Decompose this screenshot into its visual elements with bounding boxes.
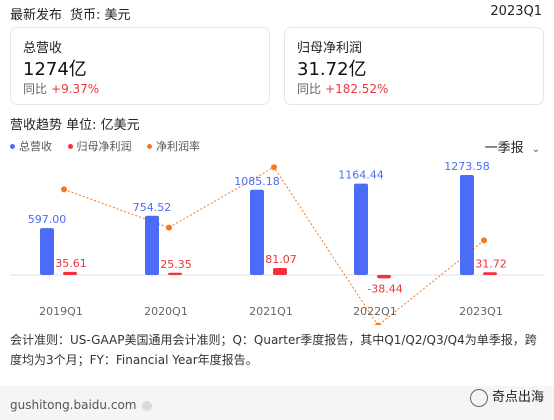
net-profit-data-label: 31.72	[475, 257, 507, 270]
currency-label: 货币: 美元	[70, 8, 131, 23]
net-profit-card[interactable]: 归母净利润 31.72亿 同比 +182.52%	[284, 27, 544, 105]
header-title: 最新发布	[10, 8, 63, 23]
revenue-data-label: 1164.44	[338, 169, 384, 182]
net-profit-label: 归母净利润	[297, 41, 363, 56]
margin-point	[166, 224, 172, 231]
x-tick-label: 2022Q1	[353, 305, 397, 318]
revenue-trend-chart: 597.00 35.61 2019Q1 754.52 25.35 2020Q1 1085.1…	[10, 160, 544, 325]
legend-net-profit[interactable]: 归母净利润	[67, 140, 132, 153]
footnote: 会计准则：US-GAAP美国通用会计准则；Q：Quarter季度报告，其中Q1/…	[10, 333, 537, 367]
net-profit-yoy-label: 同比	[297, 82, 322, 96]
net-profit-bar	[168, 272, 182, 275]
legend-margin-label: 净利润率	[156, 140, 200, 153]
source-url: gushitong.baidu.com	[10, 398, 137, 412]
revenue-data-label: 754.52	[133, 201, 172, 214]
revenue-data-label: 597.00	[28, 213, 67, 226]
net-profit-bar	[273, 268, 287, 275]
watermark: 奇点出海	[469, 386, 544, 407]
x-tick-label: 2019Q1	[39, 305, 83, 318]
legend-margin[interactable]: 净利润率	[147, 140, 200, 153]
watermark-text: 奇点出海	[491, 390, 544, 405]
legend-margin-dot	[147, 143, 152, 149]
source-link[interactable]: gushitong.baidu.com	[10, 398, 153, 412]
net-profit-bar	[377, 275, 391, 279]
wechat-icon	[469, 388, 488, 407]
chart-section-title: 营收趋势 单位: 亿美元	[10, 118, 140, 133]
revenue-yoy-value: +9.37%	[51, 82, 100, 96]
period-selector-label: 一季报	[484, 141, 524, 156]
revenue-bar	[145, 215, 159, 275]
x-tick-label: 2020Q1	[144, 305, 188, 318]
margin-line	[63, 166, 485, 325]
net-profit-data-label: 81.07	[265, 253, 297, 266]
x-tick-label: 2021Q1	[249, 305, 293, 318]
chart-legend: 总营收 归母净利润 净利润率	[10, 138, 212, 154]
revenue-bar	[460, 175, 474, 275]
revenue-bar	[354, 183, 368, 275]
legend-net-profit-label: 归母净利润	[76, 140, 132, 153]
net-profit-bar	[63, 271, 77, 275]
net-profit-data-label: 25.35	[160, 258, 192, 271]
legend-revenue-dot	[10, 143, 15, 149]
margin-point	[271, 164, 277, 171]
finance-card: 最新发布 货币: 美元 2023Q1 总营收 1274亿 同比 +9.37% 归母净…	[10, 4, 544, 367]
revenue-label: 总营收	[23, 41, 63, 56]
legend-revenue[interactable]: 总营收	[10, 140, 52, 153]
net-profit-bar	[483, 272, 497, 275]
net-profit-data-label: -38.44	[367, 282, 402, 295]
report-period: 2023Q1	[490, 4, 542, 19]
header-left: 最新发布 货币: 美元	[10, 4, 131, 23]
chevron-down-icon: ⌄	[531, 144, 540, 155]
net-profit-yoy-value: +182.52%	[325, 82, 389, 96]
legend-net-profit-dot	[67, 143, 73, 149]
info-icon	[142, 400, 153, 411]
legend-revenue-label: 总营收	[19, 140, 52, 153]
margin-point	[375, 322, 381, 325]
net-profit-yoy: 同比 +182.52%	[297, 80, 388, 97]
revenue-card[interactable]: 总营收 1274亿 同比 +9.37%	[10, 27, 270, 105]
revenue-data-label: 1085.18	[234, 175, 280, 188]
period-selector[interactable]: 一季报 ⌄	[485, 137, 540, 156]
revenue-yoy: 同比 +9.37%	[23, 80, 99, 97]
revenue-value: 1274亿	[23, 59, 87, 80]
net-profit-value: 31.72亿	[297, 59, 367, 80]
margin-point	[481, 237, 487, 244]
x-tick-label: 2023Q1	[459, 305, 503, 318]
revenue-bar	[40, 228, 54, 275]
revenue-yoy-label: 同比	[23, 82, 48, 96]
net-profit-data-label: 35.61	[55, 257, 87, 270]
margin-point	[61, 186, 67, 193]
revenue-bar	[250, 189, 264, 275]
revenue-data-label: 1273.58	[444, 160, 490, 173]
